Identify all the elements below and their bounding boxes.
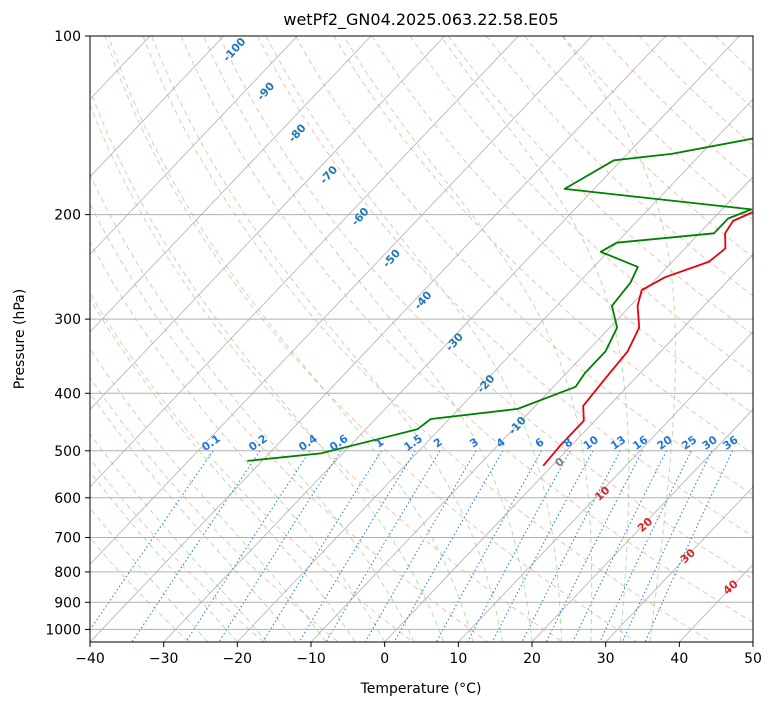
x-tick-label: 40 (670, 651, 688, 667)
background-lines (90, 36, 753, 642)
dry-adiabat-line (524, 36, 753, 259)
moist-adiabat-line (90, 507, 209, 642)
x-axis-label: Temperature (°C) (360, 681, 482, 697)
dry-adiabat-line (90, 202, 488, 642)
y-axis-ticks: 100 200 300 400 500 600 700 800 900 1000 (45, 29, 90, 638)
moist-adiabat-line (90, 88, 445, 642)
dry-adiabat-line (257, 36, 753, 538)
moist-adiabat-line (108, 36, 474, 642)
x-tick-label: 20 (523, 651, 541, 667)
isotherm-line (605, 486, 753, 642)
isotherm-line (90, 36, 666, 642)
moist-adiabat-line (90, 433, 268, 642)
mixing-ratio-line (218, 450, 342, 642)
y-tick-label: 700 (54, 531, 81, 547)
moist-adiabat-line (202, 36, 533, 642)
plot-background (90, 36, 753, 642)
isotherm-line (90, 36, 593, 566)
isotherm-line (237, 98, 753, 642)
isotherm-line (458, 331, 753, 642)
isotherm-line (163, 36, 740, 642)
isotherm-line (90, 36, 224, 178)
dry-adiabat-line (90, 292, 414, 642)
mixing-ratio-line (325, 450, 441, 642)
mixing-ratio-line (298, 450, 416, 642)
dry-adiabat-line (447, 36, 753, 335)
dry-adiabat-line (562, 36, 753, 221)
isotherm-line (531, 408, 753, 642)
dry-adiabat-line (104, 36, 638, 642)
moist-adiabat-line (90, 347, 327, 642)
dry-adiabat-line (371, 36, 753, 414)
mixing-ratio-line (90, 450, 214, 631)
moist-adiabat-line (90, 298, 356, 642)
y-tick-label: 800 (54, 565, 81, 581)
moist-adiabat-line (90, 173, 415, 642)
mixing-ratio-line (599, 450, 692, 642)
mixing-ratio-line (521, 450, 621, 642)
mixing-ratio-line (262, 450, 382, 642)
moist-adiabat-line (440, 36, 630, 642)
chart-title: wetPf2_GN04.2025.063.22.58.E05 (283, 10, 558, 30)
temperature-line (542, 211, 753, 467)
x-tick-label: −40 (75, 651, 105, 667)
y-tick-label: 600 (54, 491, 81, 507)
moist-adiabat-line (151, 36, 503, 642)
dewpoint-line (247, 137, 753, 462)
dry-adiabat-line (90, 457, 264, 642)
mixing-ratio-line (393, 450, 504, 642)
dry-adiabat-line (638, 36, 753, 146)
y-tick-label: 500 (54, 444, 81, 460)
x-tick-label: 50 (744, 651, 762, 667)
mixing-ratio-line (491, 450, 594, 642)
y-axis-label: Pressure (hPa) (12, 289, 28, 389)
x-tick-label: −30 (149, 651, 179, 667)
pressure-grid (90, 36, 753, 630)
y-tick-label: 900 (54, 595, 81, 611)
mixing-ratio-line (621, 450, 713, 642)
y-tick-label: 200 (54, 208, 81, 224)
dry-adiabat-line (409, 36, 753, 375)
x-tick-label: 30 (597, 651, 615, 667)
moist-adiabat-line (343, 36, 593, 642)
x-tick-label: 0 (380, 651, 389, 667)
mixing-ratio-line (435, 450, 543, 642)
mixing-ratio-line (364, 450, 477, 642)
y-tick-label: 1000 (45, 622, 81, 638)
mixing-ratio-line (467, 450, 571, 642)
y-tick-label: 100 (54, 29, 81, 45)
x-tick-label: −20 (223, 651, 253, 667)
isotherm-line (90, 36, 372, 333)
moist-adiabat-line (265, 36, 562, 642)
x-tick-label: −10 (296, 651, 326, 667)
dry-adiabat-line (142, 36, 712, 642)
isotherm-line (384, 253, 753, 642)
dry-adiabat-line (90, 103, 563, 642)
isotherm-line (90, 36, 519, 488)
moist-adiabat-line (561, 36, 676, 642)
isotherm-line (90, 36, 445, 410)
x-axis-ticks: −40 −30 −20 −10 0 10 20 30 40 50 (75, 642, 762, 667)
moist-adiabat-line (90, 471, 238, 642)
dry-adiabat-line (90, 537, 190, 642)
dry-adiabat-line (180, 36, 753, 623)
y-tick-label: 400 (54, 386, 81, 402)
plot-frame (89, 35, 754, 643)
isotherm-line (90, 36, 298, 255)
x-tick-label: 10 (449, 651, 467, 667)
y-tick-label: 300 (54, 312, 81, 328)
dry-adiabat-line (295, 36, 753, 496)
isotherm-line (310, 176, 753, 642)
profile-lines (247, 137, 753, 467)
